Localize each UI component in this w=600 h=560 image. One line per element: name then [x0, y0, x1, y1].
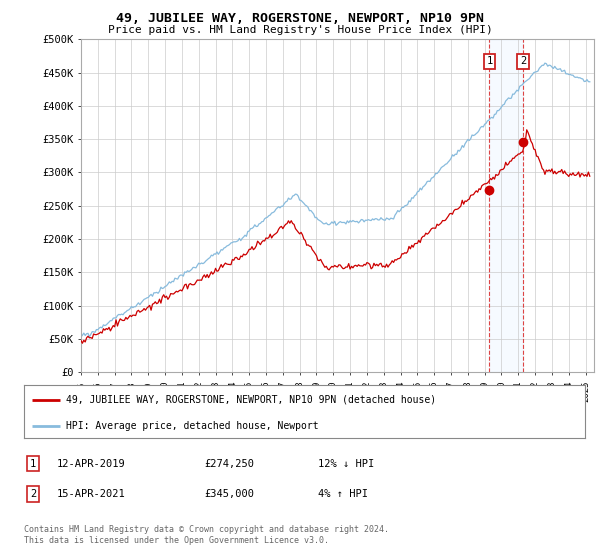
- Text: 1: 1: [30, 459, 36, 469]
- Text: Price paid vs. HM Land Registry's House Price Index (HPI): Price paid vs. HM Land Registry's House …: [107, 25, 493, 35]
- Text: 12-APR-2019: 12-APR-2019: [57, 459, 126, 469]
- Text: Contains HM Land Registry data © Crown copyright and database right 2024.
This d: Contains HM Land Registry data © Crown c…: [24, 525, 389, 545]
- Text: 49, JUBILEE WAY, ROGERSTONE, NEWPORT, NP10 9PN (detached house): 49, JUBILEE WAY, ROGERSTONE, NEWPORT, NP…: [66, 395, 436, 405]
- Text: 49, JUBILEE WAY, ROGERSTONE, NEWPORT, NP10 9PN: 49, JUBILEE WAY, ROGERSTONE, NEWPORT, NP…: [116, 12, 484, 25]
- Text: £274,250: £274,250: [204, 459, 254, 469]
- Text: 12% ↓ HPI: 12% ↓ HPI: [318, 459, 374, 469]
- Text: HPI: Average price, detached house, Newport: HPI: Average price, detached house, Newp…: [66, 421, 319, 431]
- Text: 2: 2: [520, 56, 526, 66]
- Text: 15-APR-2021: 15-APR-2021: [57, 489, 126, 499]
- Bar: [490, 39, 523, 372]
- Text: 2: 2: [30, 489, 36, 499]
- Text: £345,000: £345,000: [204, 489, 254, 499]
- Text: 4% ↑ HPI: 4% ↑ HPI: [318, 489, 368, 499]
- Text: 1: 1: [486, 56, 493, 66]
